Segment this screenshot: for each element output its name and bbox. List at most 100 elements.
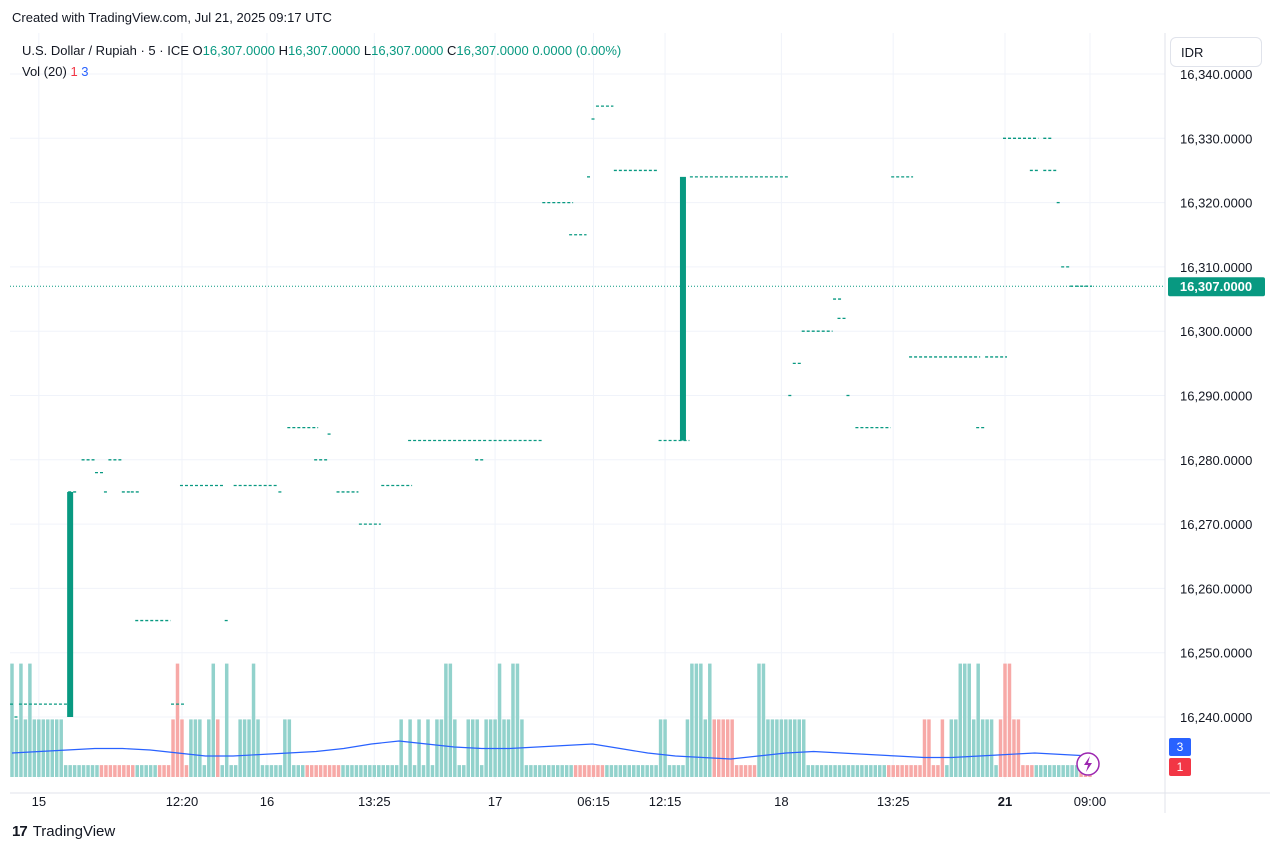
volume-bar <box>967 663 971 777</box>
volume-bar <box>591 765 596 777</box>
volume-bar <box>224 663 229 777</box>
volume-bar <box>108 765 113 777</box>
volume-bar <box>233 765 238 777</box>
volume-bar <box>180 719 184 777</box>
volume-bar <box>278 765 283 777</box>
volume-bar <box>198 719 202 777</box>
y-tick-label: 16,290.0000 <box>1180 389 1252 404</box>
volume-bar <box>1061 765 1065 777</box>
volume-bar <box>806 765 810 777</box>
volume-bar <box>860 765 864 777</box>
volume-bar <box>761 663 766 777</box>
volume-bar <box>703 719 708 777</box>
volume-bar <box>412 765 417 777</box>
volume-bar <box>976 663 980 777</box>
y-tick-label: 16,330.0000 <box>1180 131 1252 146</box>
symbol-name[interactable]: U.S. Dollar / Rupiah · 5 · ICE <box>22 43 189 58</box>
change-value: 0.0000 (0.00%) <box>532 43 622 58</box>
y-tick-label: 16,300.0000 <box>1180 324 1252 339</box>
volume-bar <box>582 765 587 777</box>
volume-bar <box>175 663 180 777</box>
y-tick-label: 16,310.0000 <box>1180 260 1252 275</box>
volume-bar <box>775 719 779 777</box>
volume-bar <box>350 765 354 777</box>
volume-bar <box>162 765 166 777</box>
volume-bar <box>305 765 309 777</box>
volume-bar <box>766 719 770 777</box>
volume-bar <box>672 765 676 777</box>
volume-bar <box>676 765 681 777</box>
volume-bar <box>435 719 439 777</box>
volume-bar <box>41 719 46 777</box>
volume-bar <box>354 765 359 777</box>
volume-bar <box>269 765 274 777</box>
logo-mark-icon: 17 <box>12 823 28 840</box>
volume-bar <box>636 765 640 777</box>
volume-bar <box>891 765 895 777</box>
volume-bar <box>251 663 256 777</box>
price-chart[interactable]: 16,307.0000 16,340.0000 16,330.0000 16,320.… <box>10 33 1270 813</box>
volume-bar <box>815 765 819 777</box>
x-tick-label: 17 <box>488 794 502 809</box>
volume-bar <box>14 719 19 777</box>
volume-bar <box>1047 765 1052 777</box>
volume-bar <box>207 719 211 777</box>
chart-area[interactable]: 16,307.0000 16,340.0000 16,330.0000 16,320.… <box>10 33 1270 813</box>
volume-bar <box>918 765 922 777</box>
volume-bar <box>685 719 690 777</box>
currency-button[interactable]: IDR <box>1170 37 1262 67</box>
volume-bar <box>793 719 797 777</box>
y-tick-label: 16,270.0000 <box>1180 517 1252 532</box>
volume-bar <box>238 719 242 777</box>
volume-bar <box>372 765 377 777</box>
volume-bar <box>1043 765 1048 777</box>
volume-bar <box>855 765 860 777</box>
volume-bar <box>1025 765 1030 777</box>
high-value: 16,307.0000 <box>287 43 361 58</box>
volume-bar <box>725 719 730 777</box>
x-tick-label: 15 <box>32 794 46 809</box>
volume-bar <box>189 719 193 777</box>
volume-bar <box>555 765 560 777</box>
volume-bar <box>171 719 175 777</box>
x-tick-label: 13:25 <box>877 794 910 809</box>
chart-caption: Created with TradingView.com, Jul 21, 20… <box>12 10 332 25</box>
volume-bar <box>797 719 801 777</box>
volume-bar <box>551 765 555 777</box>
volume-bar <box>954 719 958 777</box>
volume-bar <box>547 765 551 777</box>
symbol-legend[interactable]: U.S. Dollar / Rupiah · 5 · ICE O16,307.0… <box>22 43 621 58</box>
volume-bar <box>623 765 627 777</box>
volume-value-2: 3 <box>81 64 89 79</box>
volume-legend[interactable]: Vol (20) 1 3 <box>22 64 89 79</box>
volume-bar <box>247 719 251 777</box>
volume-bar <box>1074 765 1079 777</box>
volume-bar <box>721 719 725 777</box>
volume-bar <box>864 765 869 777</box>
volume-bar <box>242 719 247 777</box>
volume-bar <box>757 663 761 777</box>
volume-bar <box>730 719 734 777</box>
volume-bar <box>81 765 86 777</box>
volume-bar <box>694 663 699 777</box>
volume-bar <box>318 765 323 777</box>
volume-bar <box>667 765 672 777</box>
volume-bar <box>963 663 967 777</box>
volume-bar <box>292 765 296 777</box>
volume-bar <box>377 765 381 777</box>
close-value: 16,307.0000 <box>456 43 529 58</box>
volume-bar <box>712 719 717 777</box>
volume-bar <box>801 719 806 777</box>
volume-bar <box>1003 663 1007 777</box>
volume-bar <box>28 663 32 777</box>
tradingview-logo[interactable]: 17 TradingView <box>12 823 115 840</box>
volume-bar <box>511 663 515 777</box>
volume-bar <box>274 765 278 777</box>
volume-bar <box>833 765 837 777</box>
volume-bar <box>632 765 636 777</box>
volume-bar <box>283 719 287 777</box>
last-price-label: 16,307.0000 <box>1180 279 1252 294</box>
volume-bar <box>479 765 484 777</box>
logo-text: TradingView <box>32 823 116 840</box>
volume-bar <box>524 765 529 777</box>
